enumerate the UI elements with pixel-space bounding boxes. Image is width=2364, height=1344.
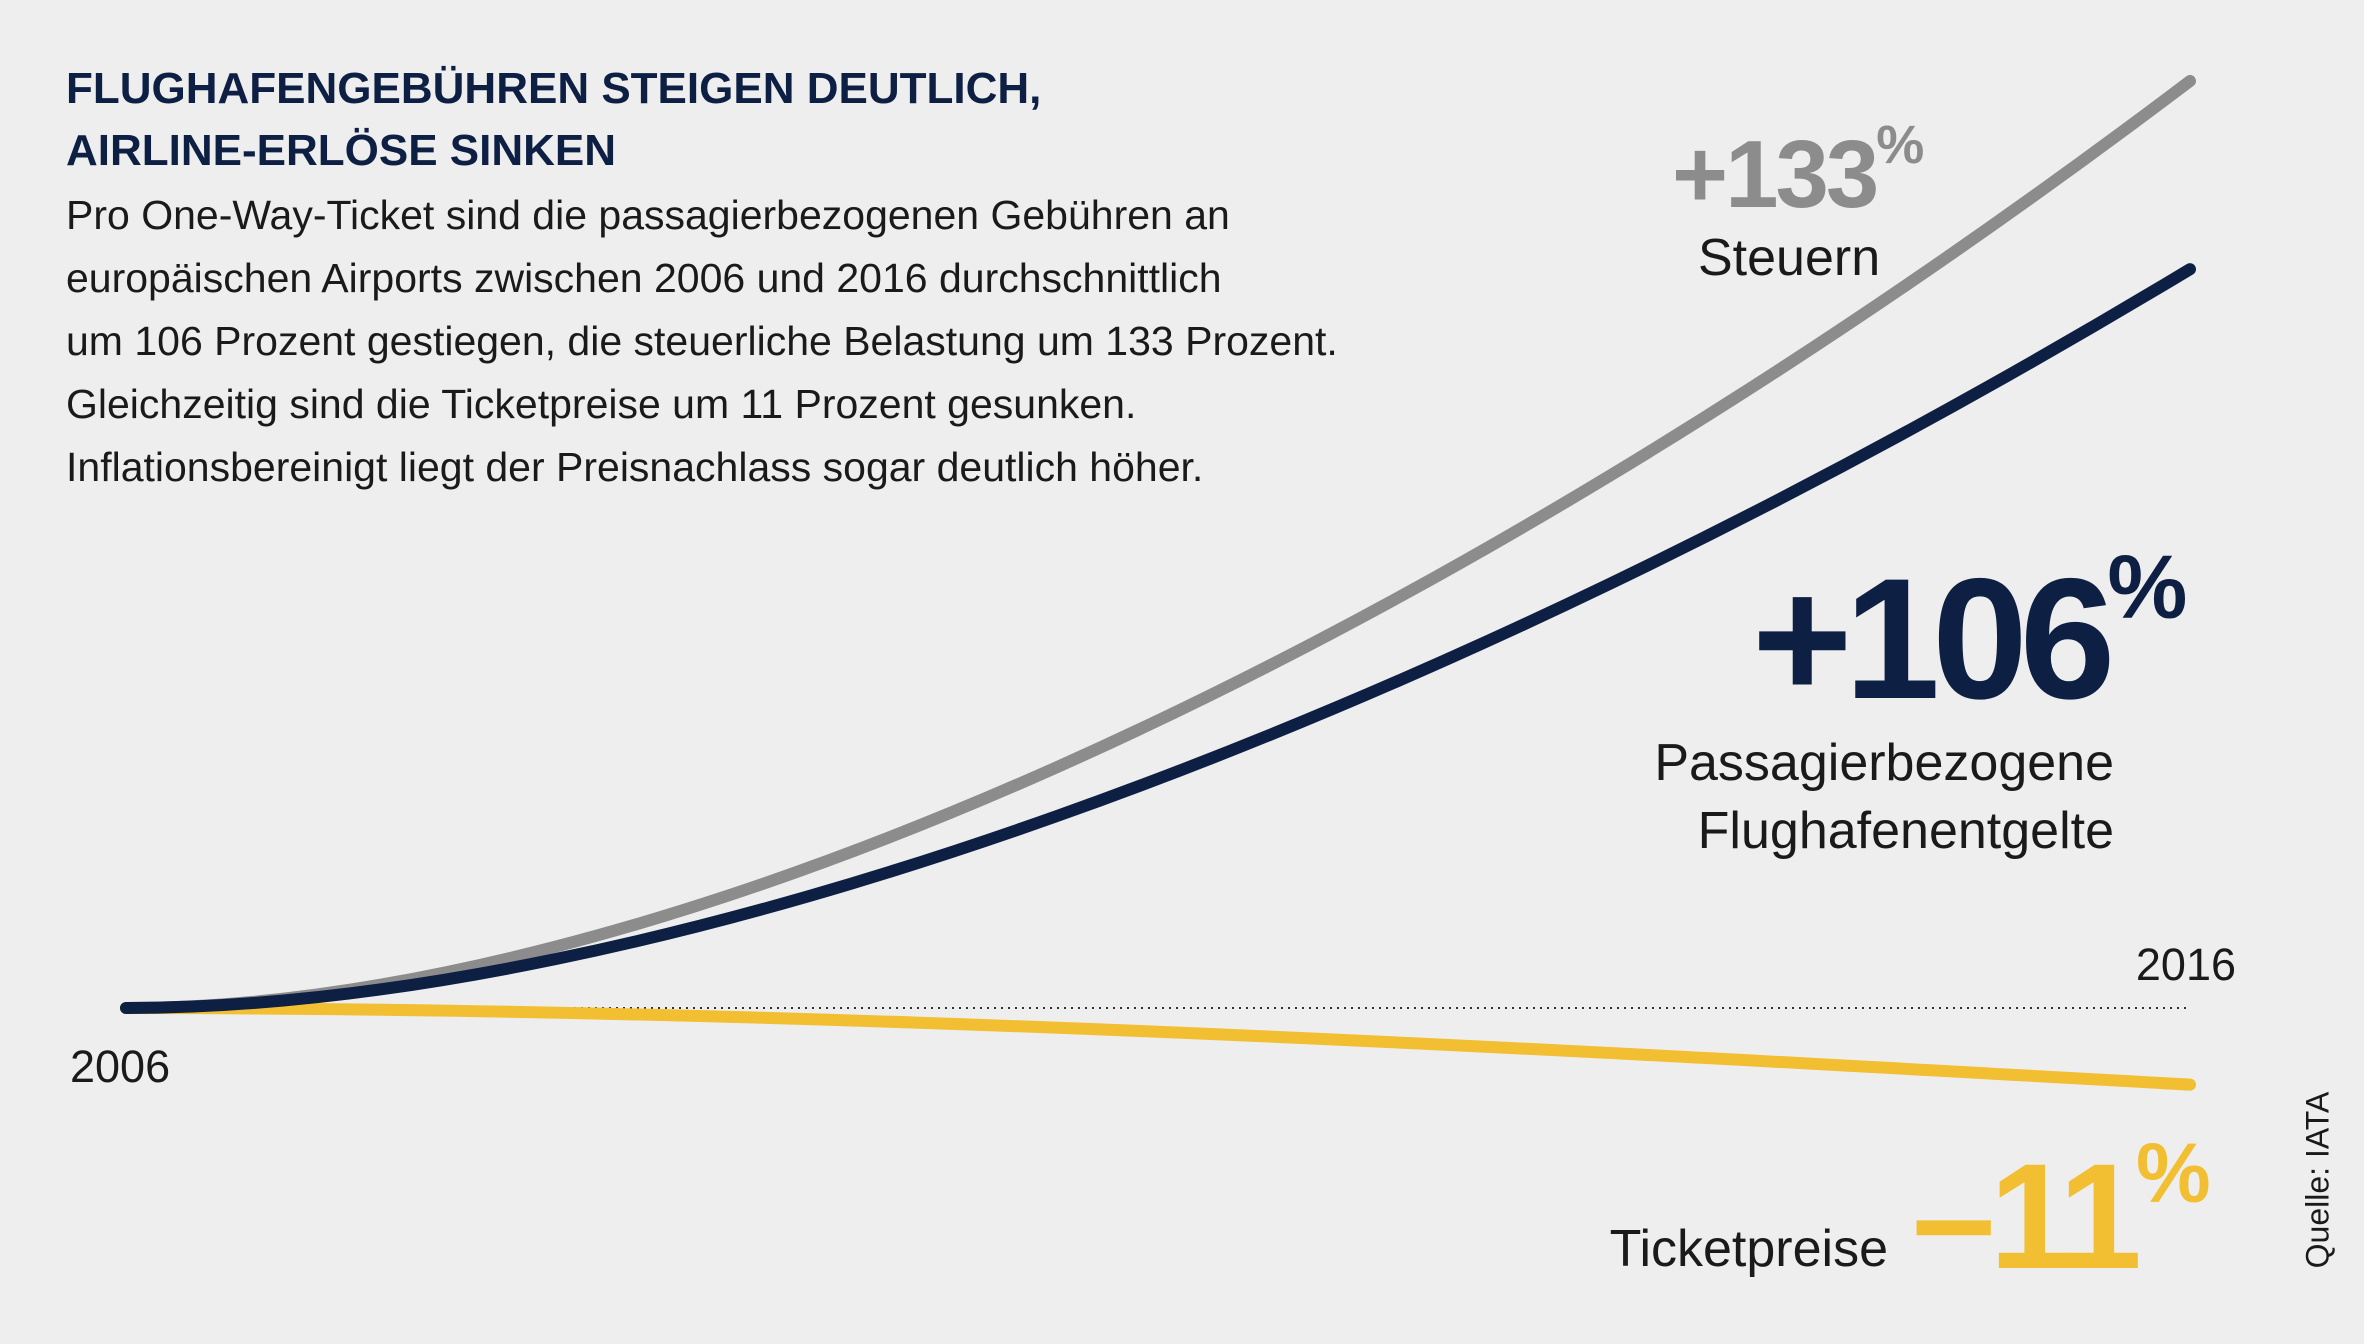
series-line-ticketpreise [120, 1002, 2196, 1091]
title-line-1: FLUGHAFENGEBÜHREN STEIGEN DEUTLICH, [66, 64, 1042, 113]
flughafenentgelte-label-line-1: Passagierbezogene [1654, 734, 2114, 792]
flughafenentgelte-label-line-2: Flughafenentgelte [1698, 802, 2114, 860]
series-line-flughafenentgelte [120, 263, 2196, 1014]
ticketpreise-percent: % [2136, 1126, 2209, 1220]
steuern-value: +133 [1672, 121, 1876, 228]
steuern-value-label: +133% [1672, 115, 1923, 228]
x-end-label: 2016 [2136, 939, 2236, 990]
chart-title: FLUGHAFENGEBÜHREN STEIGEN DEUTLICH, AIRL… [66, 58, 1041, 182]
ticketpreise-value-label: –11% [1912, 1126, 2209, 1300]
flughafenentgelte-percent: % [2107, 538, 2185, 638]
title-line-2: AIRLINE-ERLÖSE SINKEN [66, 126, 617, 175]
intro-line-3: um 106 Prozent gestiegen, die steuerlich… [66, 318, 1338, 364]
flughafenentgelte-value: +106 [1752, 543, 2110, 735]
steuern-percent: % [1876, 115, 1923, 175]
intro-line-4: Gleichzeitig sind die Ticketpreise um 11… [66, 381, 1137, 427]
intro-line-2: europäischen Airports zwischen 2006 und … [66, 255, 1222, 301]
intro-text: Pro One-Way-Ticket sind die passagierbez… [66, 184, 1338, 499]
ticketpreise-series-label: Ticketpreise [1610, 1220, 1888, 1278]
flughafenentgelte-value-label: +106% [1752, 538, 2185, 735]
x-start-label: 2006 [70, 1041, 170, 1092]
intro-line-1: Pro One-Way-Ticket sind die passagierbez… [66, 192, 1230, 238]
source-note: Quelle: IATA [2299, 1091, 2336, 1269]
steuern-series-label: Steuern [1698, 229, 1880, 287]
intro-line-5: Inflationsbereinigt liegt der Preisnachl… [66, 444, 1204, 490]
ticketpreise-value: –11 [1912, 1132, 2139, 1300]
